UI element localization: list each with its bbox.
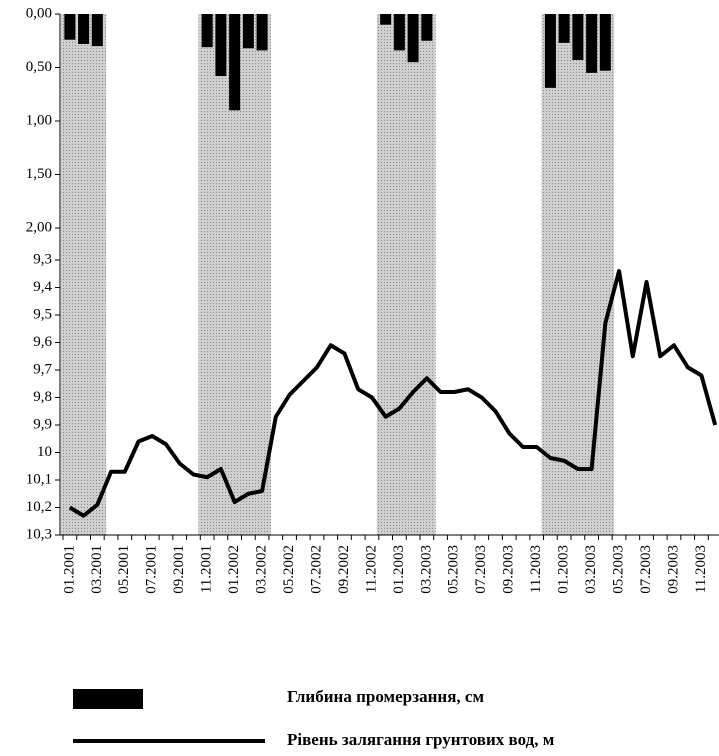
frost-period (376, 14, 436, 535)
x-tick-label: 01.2001 (61, 545, 77, 594)
x-tick-label: 07.2003 (638, 545, 654, 594)
legend-label: Рівень залягання грунтових вод, м (287, 730, 555, 749)
x-tick-label: 01.2002 (226, 545, 242, 594)
y2-tick-label: 9,5 (33, 306, 52, 322)
y2-tick-label: 10,1 (26, 471, 52, 487)
x-tick-label: 11.2002 (363, 545, 379, 593)
bar (215, 14, 227, 77)
y2-tick-label: 10,2 (26, 499, 52, 515)
x-tick-label: 01.2003 (556, 545, 572, 594)
frost-period (541, 14, 615, 535)
y-tick-label: 0,50 (26, 59, 52, 75)
x-tick-label: 03.2003 (418, 545, 434, 594)
legend-label: Глибина промерзання, см (287, 687, 484, 706)
bar (78, 14, 90, 44)
legend-swatch-bar (73, 689, 143, 709)
bar (64, 14, 76, 40)
x-tick-label: 05.2002 (281, 545, 297, 594)
bar (201, 14, 213, 48)
y-tick-label: 0,00 (26, 5, 52, 21)
x-tick-label: 09.2003 (501, 545, 517, 594)
x-tick-label: 05.2001 (116, 545, 132, 594)
x-tick-label: 05.2003 (611, 545, 627, 594)
x-tick-label: 01.2003 (391, 545, 407, 594)
y2-tick-label: 9,4 (33, 279, 52, 295)
x-tick-label: 09.2001 (171, 545, 187, 594)
y2-tick-label: 9,6 (33, 334, 52, 350)
bar (572, 14, 584, 61)
bar (380, 14, 392, 25)
bar (91, 14, 103, 47)
bar (407, 14, 419, 63)
bar (229, 14, 241, 111)
x-tick-label: 11.2003 (528, 545, 544, 593)
bar (393, 14, 405, 51)
x-tick-label: 11.2001 (199, 545, 215, 593)
x-tick-label: 09.2002 (336, 545, 352, 594)
bar (586, 14, 598, 73)
bar (599, 14, 611, 71)
x-tick-label: 07.2003 (473, 545, 489, 594)
x-tick-label: 03.2001 (89, 545, 105, 594)
y-tick-label: 1,00 (26, 112, 52, 128)
line (68, 269, 718, 518)
bar (421, 14, 433, 41)
frost-period (61, 14, 107, 535)
bar (544, 14, 556, 88)
bar (242, 14, 254, 49)
x-tick-label: 11.2003 (693, 545, 709, 593)
x-tick-label: 07.2001 (144, 545, 160, 594)
bar (256, 14, 268, 51)
x-tick-label: 05.2003 (446, 545, 462, 594)
y-tick-label: 1,50 (26, 166, 52, 182)
y-tick-label: 2,00 (26, 219, 52, 235)
y2-tick-label: 10 (37, 444, 52, 460)
y2-tick-label: 9,7 (33, 361, 52, 377)
y2-tick-label: 9,8 (33, 389, 52, 405)
y2-tick-label: 9,3 (33, 251, 52, 267)
x-tick-label: 03.2002 (254, 545, 270, 594)
x-tick-label: 09.2003 (665, 545, 681, 594)
x-tick-label: 07.2002 (308, 545, 324, 594)
y2-tick-label: 10,3 (26, 526, 52, 542)
y2-tick-label: 9,9 (33, 416, 52, 432)
x-tick-label: 03.2003 (583, 545, 599, 594)
bar (558, 14, 570, 43)
